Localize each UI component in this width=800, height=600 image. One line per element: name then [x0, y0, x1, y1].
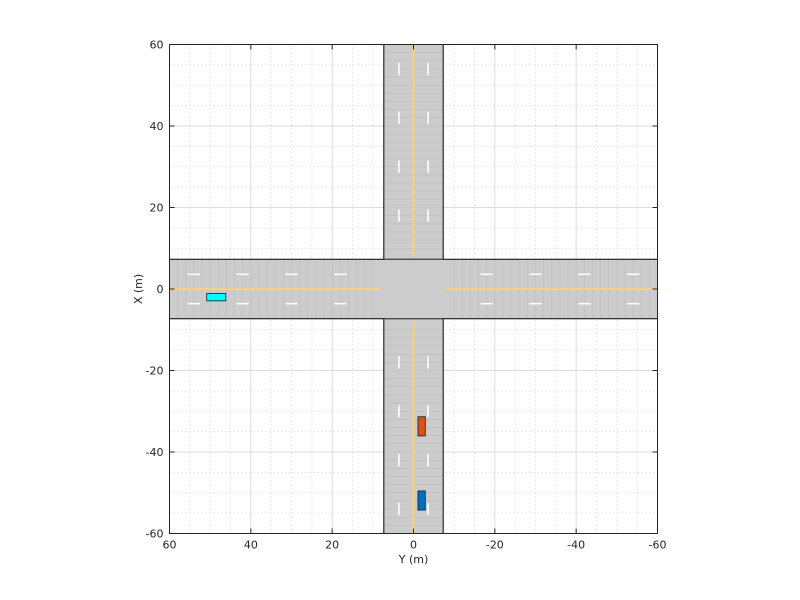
y-tick-label: 40	[150, 120, 164, 133]
vehicle-orange	[417, 416, 426, 437]
x-axis-label: Y (m)	[398, 553, 429, 566]
vehicle-cyan	[206, 293, 227, 302]
x-tick-label: -60	[649, 539, 667, 552]
y-tick-label: 60	[150, 39, 164, 52]
x-tick-label: 0	[410, 539, 417, 552]
y-axis-ticks: 60 40 20 0 -20 -40 -60	[146, 39, 658, 541]
y-axis-label: X (m)	[132, 274, 145, 304]
x-tick-label: 40	[244, 539, 258, 552]
y-tick-label: 20	[150, 202, 164, 215]
intersection	[384, 259, 443, 319]
y-tick-label: -20	[146, 365, 164, 378]
lane-markings	[169, 44, 658, 534]
y-tick-label: -60	[146, 528, 164, 541]
x-axis-ticks: 60 40 20 0 -20 -40 -60	[163, 44, 667, 552]
x-tick-label: 60	[163, 539, 177, 552]
vehicles	[206, 293, 426, 511]
y-tick-label: 0	[157, 283, 164, 296]
y-tick-label: -40	[146, 446, 164, 459]
x-tick-label: 20	[325, 539, 339, 552]
x-tick-label: -40	[567, 539, 585, 552]
vehicle-blue	[417, 490, 426, 511]
x-tick-label: -20	[486, 539, 504, 552]
